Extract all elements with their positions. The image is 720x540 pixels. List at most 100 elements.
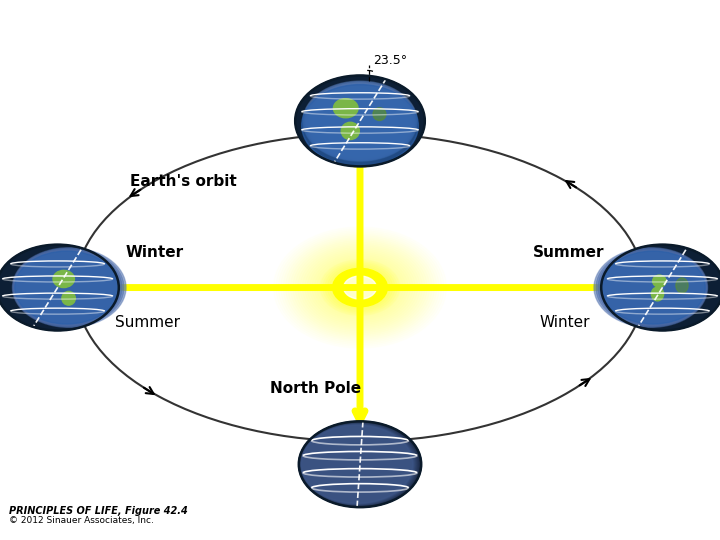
- Ellipse shape: [652, 275, 666, 287]
- Ellipse shape: [373, 108, 386, 120]
- Circle shape: [301, 424, 414, 504]
- Circle shape: [602, 252, 704, 323]
- Circle shape: [301, 424, 415, 504]
- Circle shape: [12, 248, 126, 327]
- Circle shape: [325, 263, 395, 312]
- Circle shape: [610, 255, 701, 320]
- Text: Earth's orbit: Earth's orbit: [130, 174, 236, 189]
- Circle shape: [308, 86, 412, 158]
- Circle shape: [18, 254, 112, 321]
- Circle shape: [596, 249, 707, 326]
- Circle shape: [317, 257, 403, 318]
- Circle shape: [616, 258, 699, 317]
- Circle shape: [14, 251, 119, 324]
- Circle shape: [319, 259, 401, 316]
- Circle shape: [325, 100, 395, 149]
- Circle shape: [601, 245, 720, 330]
- Circle shape: [300, 246, 420, 329]
- Circle shape: [626, 263, 696, 312]
- Circle shape: [300, 422, 419, 507]
- Ellipse shape: [341, 122, 359, 139]
- Circle shape: [598, 249, 706, 326]
- Text: Summer: Summer: [115, 315, 180, 330]
- Circle shape: [346, 278, 374, 298]
- Circle shape: [328, 265, 392, 310]
- Circle shape: [303, 81, 417, 161]
- Text: Summer: Summer: [533, 245, 604, 260]
- Circle shape: [310, 252, 410, 323]
- Circle shape: [608, 254, 702, 321]
- Circle shape: [632, 266, 693, 309]
- Circle shape: [25, 264, 92, 311]
- Circle shape: [312, 89, 408, 156]
- Circle shape: [328, 102, 392, 147]
- Circle shape: [16, 252, 118, 323]
- Circle shape: [300, 423, 417, 505]
- Circle shape: [312, 254, 408, 321]
- Circle shape: [13, 249, 124, 326]
- Circle shape: [322, 97, 398, 151]
- Circle shape: [17, 254, 114, 321]
- Circle shape: [305, 249, 415, 326]
- Circle shape: [300, 422, 419, 506]
- Circle shape: [300, 423, 418, 505]
- Circle shape: [300, 424, 416, 505]
- Circle shape: [314, 90, 406, 156]
- Circle shape: [319, 95, 401, 152]
- Circle shape: [311, 88, 409, 157]
- Circle shape: [299, 421, 421, 507]
- Circle shape: [24, 263, 94, 312]
- Circle shape: [299, 422, 420, 507]
- Circle shape: [323, 99, 397, 150]
- Circle shape: [333, 268, 387, 307]
- Circle shape: [307, 251, 413, 325]
- Circle shape: [310, 87, 410, 158]
- Circle shape: [326, 264, 394, 311]
- Circle shape: [594, 248, 708, 327]
- Circle shape: [301, 424, 415, 504]
- Circle shape: [329, 266, 391, 309]
- Circle shape: [630, 265, 694, 310]
- Circle shape: [624, 262, 696, 313]
- Text: Winter: Winter: [126, 245, 184, 260]
- Circle shape: [322, 261, 398, 314]
- Text: Winter: Winter: [540, 315, 590, 330]
- Circle shape: [302, 425, 413, 503]
- Circle shape: [17, 253, 116, 322]
- Circle shape: [23, 261, 98, 314]
- Circle shape: [614, 258, 700, 318]
- Ellipse shape: [676, 278, 688, 293]
- Circle shape: [302, 85, 418, 166]
- Circle shape: [302, 247, 418, 328]
- Circle shape: [14, 249, 122, 326]
- Circle shape: [21, 258, 104, 317]
- Ellipse shape: [53, 271, 74, 287]
- Circle shape: [299, 422, 420, 507]
- Circle shape: [295, 76, 425, 166]
- Ellipse shape: [62, 292, 76, 305]
- Circle shape: [22, 259, 102, 316]
- Circle shape: [343, 276, 377, 299]
- Ellipse shape: [652, 287, 664, 301]
- Circle shape: [622, 261, 697, 314]
- Circle shape: [600, 251, 706, 325]
- Circle shape: [315, 91, 405, 154]
- Circle shape: [20, 258, 106, 318]
- Circle shape: [300, 423, 418, 505]
- Circle shape: [343, 276, 377, 299]
- Circle shape: [316, 93, 404, 154]
- Circle shape: [305, 82, 415, 160]
- Circle shape: [326, 101, 394, 148]
- Circle shape: [341, 274, 379, 301]
- Circle shape: [315, 255, 405, 320]
- Text: North Pole: North Pole: [270, 381, 361, 396]
- Circle shape: [22, 260, 100, 315]
- Circle shape: [305, 83, 415, 160]
- Circle shape: [324, 262, 396, 313]
- Circle shape: [26, 265, 90, 310]
- Circle shape: [318, 94, 402, 153]
- Circle shape: [329, 104, 391, 146]
- Circle shape: [295, 242, 425, 333]
- Circle shape: [14, 251, 120, 325]
- Circle shape: [302, 426, 413, 503]
